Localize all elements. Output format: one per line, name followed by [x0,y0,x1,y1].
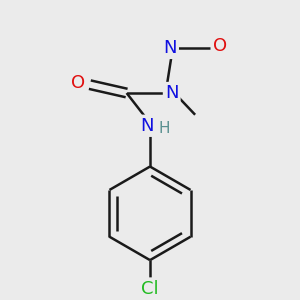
Text: Cl: Cl [141,280,159,298]
Text: O: O [71,74,85,92]
Text: H: H [158,121,170,136]
Text: N: N [163,39,177,57]
Text: N: N [141,117,154,135]
Text: N: N [165,84,178,102]
Text: O: O [213,37,227,55]
